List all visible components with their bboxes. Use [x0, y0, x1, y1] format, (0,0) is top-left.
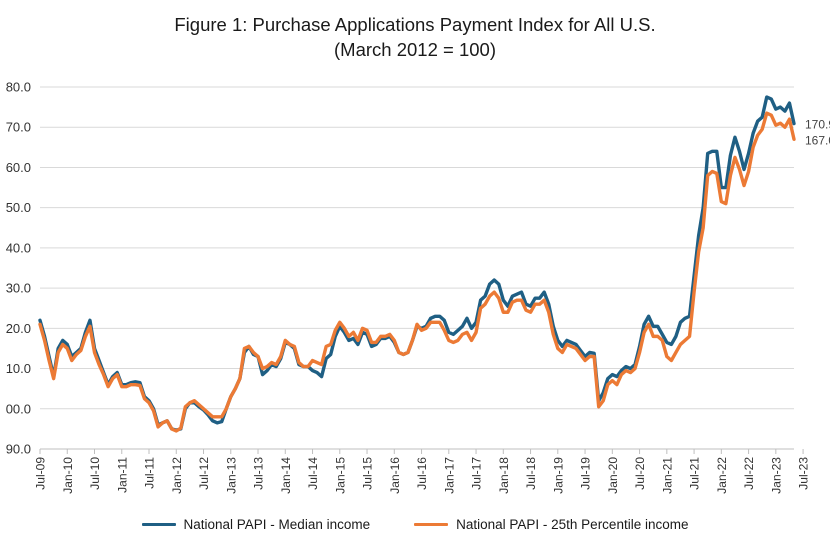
y-tick-label: 10.0	[6, 361, 31, 376]
x-tick-label: Jul-10	[88, 457, 102, 490]
y-tick-label: 00.0	[6, 401, 31, 416]
x-tick-label: Jan-13	[224, 457, 238, 494]
series-line-median	[38, 95, 796, 432]
y-tick-label: 80.0	[6, 80, 31, 95]
x-tick-label: Jan-14	[279, 457, 293, 494]
legend-item-median: National PAPI - Median income	[141, 517, 371, 532]
x-tick-label: Jan-17	[442, 457, 456, 494]
x-tick-label: Jul-21	[688, 457, 702, 490]
x-tick-label: Jul-16	[415, 457, 429, 490]
x-tick-label: Jan-16	[388, 457, 402, 494]
x-tick-label: Jan-11	[115, 457, 129, 493]
x-tick-label: Jan-18	[497, 457, 511, 494]
x-tick-label: Jan-19	[551, 457, 565, 494]
x-tick-label: Jul-09	[34, 457, 48, 490]
legend-item-25th: National PAPI - 25th Percentile income	[414, 517, 688, 532]
y-tick-label: 30.0	[6, 281, 31, 296]
x-tick-label: Jul-15	[361, 457, 375, 490]
x-tick-label: Jan-23	[769, 457, 783, 494]
series-line-25th-percentile	[38, 111, 796, 433]
x-tick-label: Jan-22	[715, 457, 729, 494]
legend-swatch-25th	[414, 523, 449, 526]
y-tick-label: 60.0	[6, 160, 31, 175]
end-value-label: 167.0	[805, 133, 830, 147]
x-tick-label: Jan-21	[660, 457, 674, 494]
y-tick-label: 20.0	[6, 321, 31, 336]
x-tick-label: Jul-20	[633, 457, 647, 490]
y-tick-label: 50.0	[6, 200, 31, 215]
y-tick-label: 90.0	[6, 442, 31, 457]
legend-swatch-median	[141, 523, 176, 526]
x-tick-label: Jan-20	[606, 457, 620, 494]
legend: National PAPI - Median income National P…	[0, 517, 830, 532]
x-tick-label: Jul-18	[524, 457, 538, 490]
x-tick-label: Jul-12	[197, 457, 211, 490]
x-tick-label: Jul-11	[143, 457, 157, 489]
x-tick-label: Jul-17	[470, 457, 484, 490]
chart-title: Figure 1: Purchase Applications Payment …	[174, 14, 656, 35]
legend-label-median: National PAPI - Median income	[183, 517, 371, 532]
x-tick-label: Jul-13	[252, 457, 266, 490]
legend-label-25th: National PAPI - 25th Percentile income	[456, 517, 689, 532]
x-tick-label: Jan-12	[170, 457, 184, 494]
x-tick-label: Jan-15	[333, 457, 347, 494]
y-tick-label: 40.0	[6, 240, 31, 255]
x-tick-label: Jul-22	[742, 457, 756, 490]
end-value-label: 170.9	[805, 118, 830, 132]
x-tick-label: Jul-14	[306, 457, 320, 490]
chart-title-block: Figure 1: Purchase Applications Payment …	[0, 12, 830, 62]
x-tick-label: Jan-10	[61, 457, 75, 494]
x-tick-label: Jul-23	[797, 457, 811, 490]
y-tick-label: 70.0	[6, 120, 31, 135]
x-tick-label: Jul-19	[579, 457, 593, 490]
chart-subtitle: (March 2012 = 100)	[334, 39, 496, 60]
